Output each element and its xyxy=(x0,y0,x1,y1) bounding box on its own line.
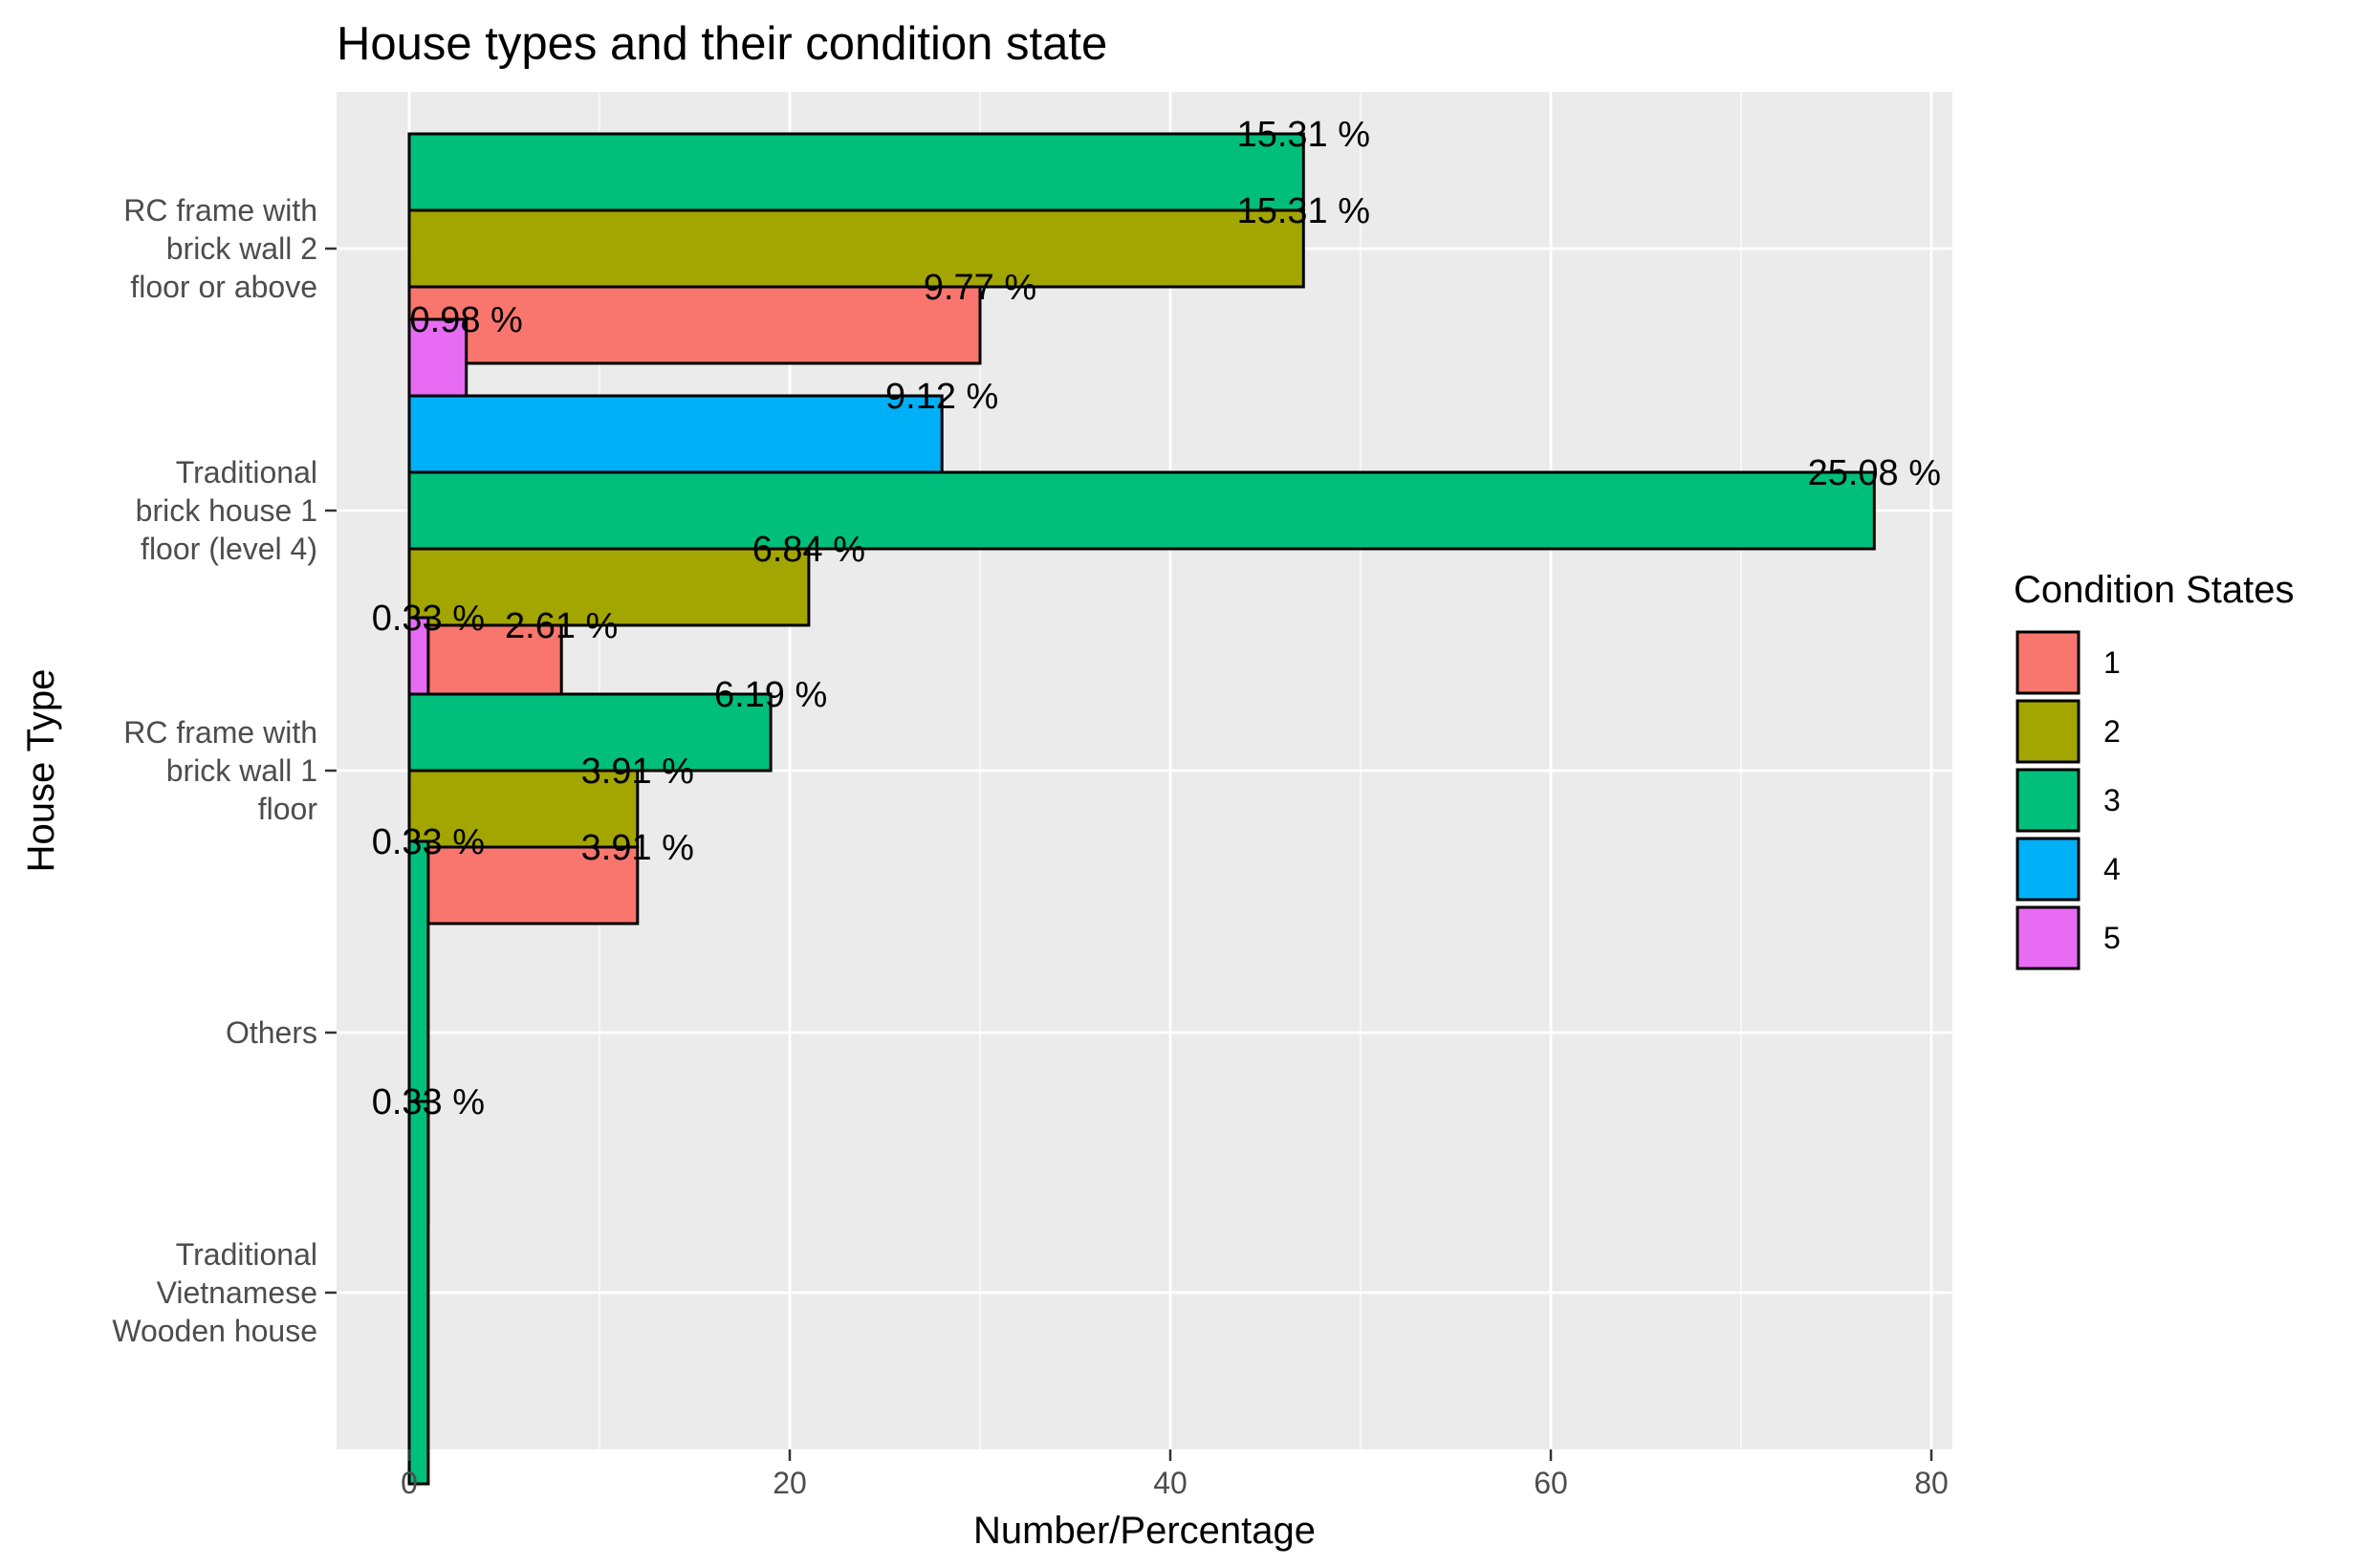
legend-swatch xyxy=(2015,837,2081,902)
legend-swatch xyxy=(2015,905,2081,970)
bar xyxy=(407,394,944,474)
legend-swatch xyxy=(2015,768,2081,833)
bar xyxy=(407,769,640,849)
y-tick-label: floor (level 4) xyxy=(141,532,317,566)
bars xyxy=(407,132,1876,1486)
legend-title: Condition States xyxy=(2014,569,2295,611)
data-label: 0.33 % xyxy=(372,822,485,862)
y-tick-label: Vietnamese xyxy=(157,1275,317,1310)
y-tick-label: floor or above xyxy=(130,270,317,304)
bar xyxy=(407,616,430,696)
legend-label: 1 xyxy=(2103,645,2121,680)
bar xyxy=(407,845,640,926)
chart-title: House types and their condition state xyxy=(337,18,1107,70)
x-tick-label: 0 xyxy=(401,1466,418,1500)
x-tick-label: 20 xyxy=(773,1466,807,1500)
y-tick-label: brick wall 2 xyxy=(166,231,317,266)
data-label: 0.98 % xyxy=(410,300,523,340)
bar xyxy=(407,1100,430,1486)
bar xyxy=(407,208,1305,289)
y-tick-label: Traditional xyxy=(176,1237,317,1272)
bar xyxy=(407,692,773,773)
y-tick-label: floor xyxy=(258,792,318,826)
legend-swatch xyxy=(2015,699,2081,764)
legend-label: 5 xyxy=(2103,921,2121,955)
x-tick-label: 40 xyxy=(1153,1466,1188,1500)
y-tick-label: Traditional xyxy=(176,455,317,490)
legend-label: 4 xyxy=(2103,852,2121,886)
data-label: 3.91 % xyxy=(581,828,694,868)
data-label: 9.77 % xyxy=(924,268,1036,308)
legend-label: 2 xyxy=(2103,714,2121,749)
bar xyxy=(407,132,1305,212)
data-label: 0.33 % xyxy=(372,599,485,639)
y-tick-label: brick house 1 xyxy=(136,493,317,528)
data-label: 0.33 % xyxy=(372,1082,485,1122)
y-tick-label: RC frame with xyxy=(123,193,317,228)
data-label: 2.61 % xyxy=(505,606,618,646)
data-label: 6.19 % xyxy=(714,675,827,715)
legend-swatch xyxy=(2015,630,2081,695)
bar xyxy=(407,470,1876,551)
data-label: 3.91 % xyxy=(581,751,694,792)
bar xyxy=(407,317,468,398)
data-label: 9.12 % xyxy=(885,377,998,417)
y-tick-label: Wooden house xyxy=(112,1314,317,1348)
data-label: 6.84 % xyxy=(752,530,865,570)
data-label: 15.31 % xyxy=(1237,191,1370,231)
x-axis-title: Number/Percentage xyxy=(973,1510,1316,1552)
legend: Condition States 1 2 3 4 5 xyxy=(2014,569,2295,970)
legend-label: 3 xyxy=(2103,783,2121,817)
y-tick-label: brick wall 1 xyxy=(166,753,317,788)
bar xyxy=(407,623,563,704)
x-tick-label: 60 xyxy=(1534,1466,1568,1500)
x-tick-label: 80 xyxy=(1914,1466,1949,1500)
y-tick-label: RC frame with xyxy=(123,715,317,750)
y-tick-label: Others xyxy=(226,1015,317,1050)
bar xyxy=(407,547,811,627)
data-labels: 9.77 % 15.31 % 15.31 % 2.61 % 6.84 % 25.08 % 9… xyxy=(372,115,1941,1122)
data-label: 25.08 % xyxy=(1808,453,1941,493)
y-axis-title: House Type xyxy=(20,669,62,873)
data-label: 15.31 % xyxy=(1237,115,1370,155)
x-axis: 0 20 40 60 80 xyxy=(401,1449,1949,1500)
